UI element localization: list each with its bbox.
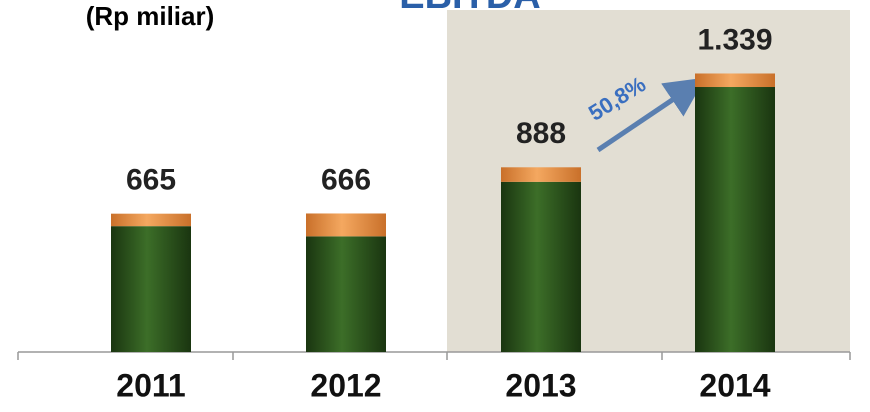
bar-segment — [306, 213, 386, 237]
bar-segment — [695, 73, 775, 88]
bar-segment — [695, 87, 775, 353]
bar-segment — [501, 167, 581, 182]
chart-title: EBITDA — [399, 0, 540, 17]
bar-segment — [111, 226, 191, 352]
arrow — [596, 77, 706, 153]
bar-segment — [111, 213, 191, 227]
x-tick-label: 2014 — [699, 367, 770, 403]
x-tick-label: 2011 — [116, 367, 185, 403]
x-tick-label: 2012 — [310, 367, 381, 403]
bar-segment — [501, 181, 581, 352]
bar-segment — [306, 236, 386, 352]
x-tick-label: 2013 — [505, 367, 576, 403]
data-label: 665 — [126, 164, 176, 197]
data-label: 1.339 — [697, 23, 772, 56]
subtitle: (Rp miliar) — [86, 1, 215, 31]
data-label: 666 — [321, 163, 371, 196]
data-label: 888 — [516, 117, 566, 150]
